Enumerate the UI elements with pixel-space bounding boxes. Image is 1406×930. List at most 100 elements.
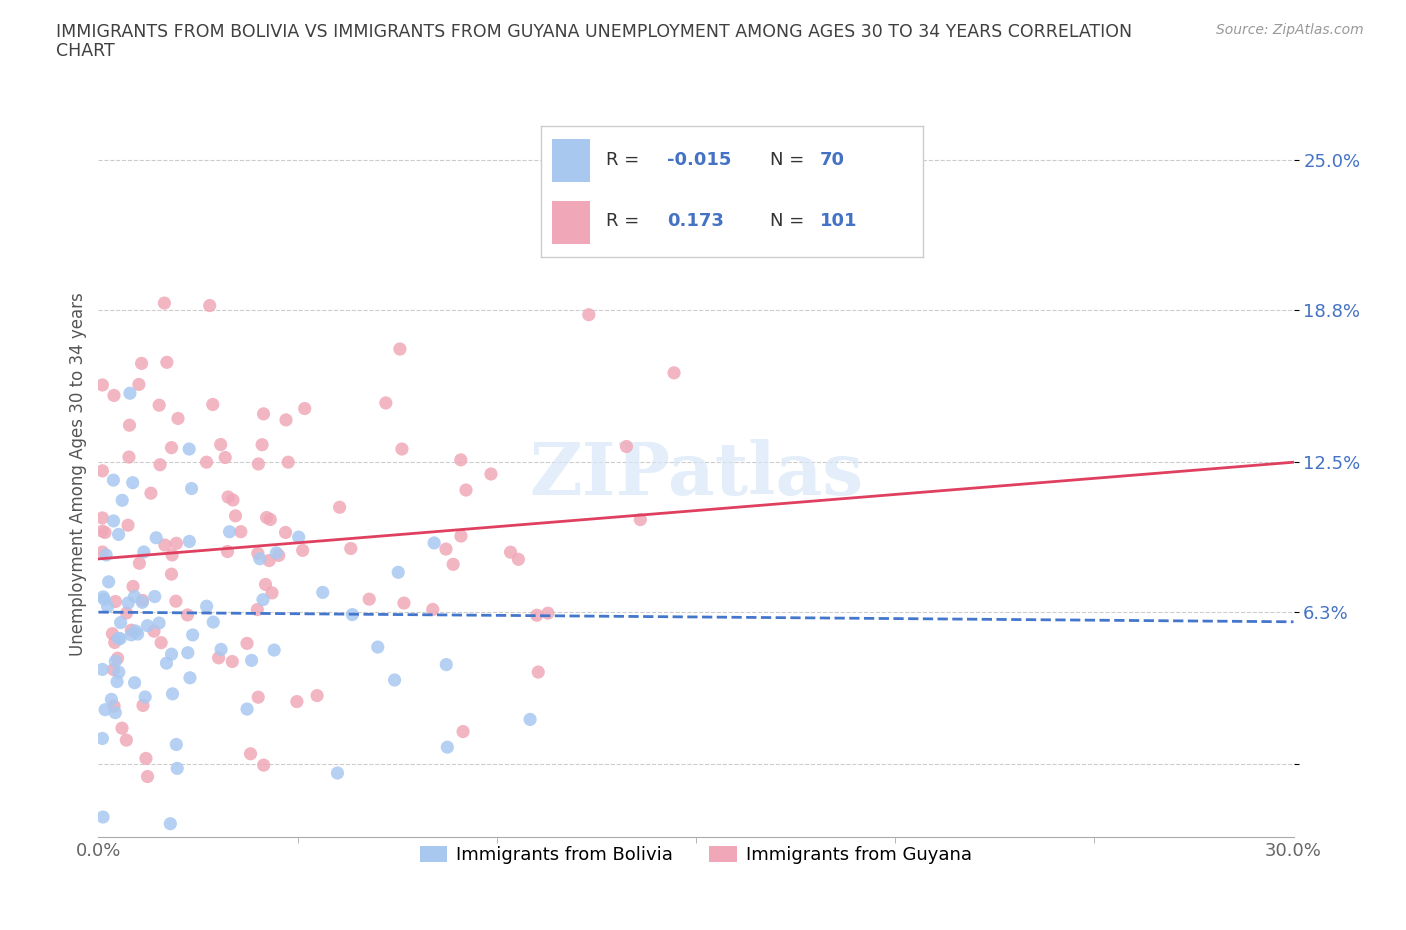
Point [240, 653, 263, 668]
Point [519, 712, 541, 727]
Point [165, 737, 187, 752]
Text: CHART: CHART [56, 42, 115, 60]
Point [239, 746, 262, 761]
Point [342, 607, 364, 622]
Point [104, 654, 127, 669]
Point [662, 365, 685, 380]
Point [434, 541, 457, 556]
Point [117, 518, 139, 533]
Point [145, 530, 167, 545]
Point [91, 378, 114, 392]
Point [254, 577, 277, 591]
Point [107, 651, 129, 666]
Point [221, 654, 243, 669]
Point [267, 548, 290, 563]
Point [104, 594, 127, 609]
Legend: Immigrants from Bolivia, Immigrants from Guyana: Immigrants from Bolivia, Immigrants from… [413, 839, 979, 871]
Point [91, 463, 114, 478]
Point [434, 658, 457, 672]
Point [616, 439, 638, 454]
Point [128, 556, 150, 571]
Point [118, 418, 141, 432]
Point [101, 626, 124, 641]
Point [124, 589, 146, 604]
Point [202, 615, 225, 630]
Point [91, 524, 114, 538]
Point [436, 739, 458, 754]
Point [165, 593, 187, 608]
Point [388, 341, 411, 356]
Point [479, 467, 502, 482]
Point [97, 575, 120, 590]
Point [246, 546, 269, 561]
Point [260, 586, 283, 601]
Point [150, 635, 173, 650]
Point [124, 623, 146, 638]
Point [103, 472, 125, 487]
Point [224, 509, 246, 524]
Text: ZIPatlas: ZIPatlas [529, 439, 863, 510]
Point [91, 545, 114, 560]
Point [121, 877, 143, 892]
Point [132, 545, 155, 560]
Point [578, 307, 600, 322]
Point [253, 758, 276, 773]
Point [527, 665, 550, 680]
Point [236, 636, 259, 651]
Point [127, 627, 149, 642]
Point [139, 485, 162, 500]
Point [167, 411, 190, 426]
Point [209, 437, 232, 452]
Point [155, 656, 177, 671]
Point [103, 662, 125, 677]
Point [108, 631, 131, 646]
Point [384, 672, 406, 687]
Point [111, 721, 134, 736]
Point [105, 674, 128, 689]
Point [422, 602, 444, 617]
Point [359, 591, 381, 606]
Point [160, 566, 183, 581]
Point [136, 618, 159, 633]
Point [159, 817, 181, 831]
Point [148, 616, 170, 631]
Point [195, 599, 218, 614]
Point [143, 589, 166, 604]
Point [257, 553, 280, 568]
Point [162, 686, 184, 701]
Point [287, 530, 309, 545]
Point [128, 377, 150, 392]
Point [526, 608, 548, 623]
Point [229, 525, 252, 539]
Point [263, 643, 285, 658]
Point [249, 551, 271, 566]
Point [274, 525, 297, 540]
Point [124, 675, 146, 690]
Point [179, 442, 201, 457]
Point [195, 455, 218, 470]
Point [312, 585, 335, 600]
Point [252, 406, 274, 421]
Point [100, 692, 122, 707]
Text: Source: ZipAtlas.com: Source: ZipAtlas.com [1216, 23, 1364, 37]
Point [209, 642, 232, 657]
Point [537, 605, 560, 620]
Point [307, 688, 329, 703]
Point [628, 512, 651, 527]
Point [217, 489, 239, 504]
Point [392, 595, 415, 610]
Point [122, 579, 145, 594]
Point [454, 483, 477, 498]
Point [207, 650, 229, 665]
Point [91, 731, 114, 746]
Point [274, 413, 297, 428]
Point [277, 455, 299, 470]
Point [103, 698, 125, 713]
Point [247, 690, 270, 705]
Point [222, 493, 245, 508]
Point [120, 628, 142, 643]
Point [107, 631, 129, 645]
Point [294, 401, 316, 416]
Point [450, 452, 472, 467]
Point [391, 442, 413, 457]
